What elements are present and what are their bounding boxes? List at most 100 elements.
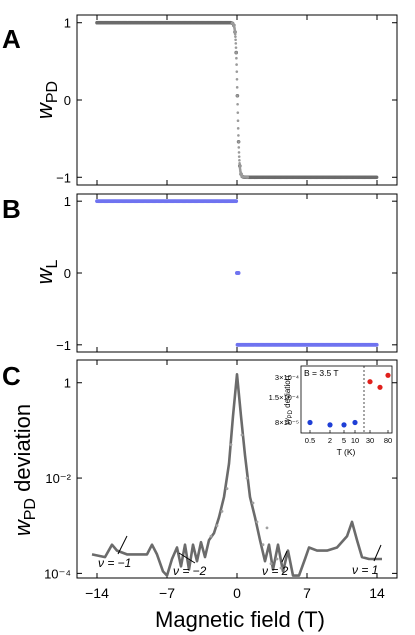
panel-c-point (215, 524, 219, 528)
x-tick-label-2: 0 (233, 585, 241, 601)
panel-c-series-line (91, 373, 382, 577)
panel-a-frame (76, 14, 398, 186)
inset: B = 3.5 T T (K) wPD deviation 3×10⁻⁴ 1.5… (269, 365, 393, 457)
panel-c-point (265, 526, 269, 530)
panel-a-point (235, 77, 239, 81)
chart-marks: −1 0 1 −1 0 1 −14 −7 0 7 14 10⁻⁴ 10⁻² 1 (44, 15, 397, 601)
annotation-arrow-nu-2 (281, 550, 288, 563)
panel-1-ytick-label-2: 1 (64, 194, 71, 209)
panel-a-point (237, 151, 241, 154)
inset-xtick-label-5: 80 (384, 436, 392, 445)
panel-c-ylabel: wPD deviation (10, 404, 39, 536)
inset-point-red (377, 384, 383, 390)
panel-c-point (261, 543, 265, 547)
panel-a-point (236, 111, 240, 114)
inset-ytick-1: 1.5×10⁻⁴ (269, 393, 299, 402)
panel-a-point (234, 46, 238, 49)
x-tick-label-1: −7 (159, 585, 175, 601)
annotation-nu-1: ν = 1 (352, 563, 378, 577)
panel-a-point (236, 102, 239, 106)
panel-b-point (374, 342, 379, 347)
inset-point-blue (352, 419, 358, 426)
x-tick-label-3: 7 (303, 585, 311, 601)
annotations: ν = −1 ν = −2 ν = 2 ν = 1 (98, 535, 382, 578)
panel-a-point (238, 158, 241, 162)
annotation-nu-minus-1: ν = −1 (98, 556, 131, 570)
panel-1-ytick-label-0: −1 (56, 338, 71, 353)
annotation-arrow-nu-minus-2 (178, 552, 196, 564)
panel-0-ytick-label-0: −1 (56, 170, 71, 185)
panel-c-point (269, 562, 273, 566)
panel-a-point (238, 164, 242, 168)
panel-c-point (279, 566, 283, 570)
panel-c-point (220, 510, 224, 513)
panel-0-ytick-label-2: 1 (64, 16, 71, 31)
panel-2-ytick-label-0: 10⁻⁴ (44, 566, 71, 581)
panel-c-point (225, 487, 229, 490)
panel-2-ytick-label-2: 1 (64, 376, 71, 391)
x-tick-label-0: −14 (85, 585, 109, 601)
panel-a-point (374, 175, 379, 180)
panel-a-ylabel: wPD (32, 81, 61, 119)
panel-a-point (234, 51, 238, 54)
panel-0-ytick-label-1: 0 (64, 93, 71, 108)
panel-a-point (236, 127, 240, 130)
inset-xtick-label-4: 30 (366, 436, 374, 445)
panel-b-ylabel: wL (32, 260, 61, 285)
panel-a-point (233, 30, 237, 34)
panel-a-point (237, 155, 241, 158)
panel-b-point (236, 271, 241, 275)
x-axis-label: Magnetic field (T) (155, 607, 325, 632)
panel-a-point (234, 42, 238, 45)
panel-c-point (245, 476, 249, 480)
annotation-arrow-nu-1 (373, 544, 382, 562)
panel-c-point (275, 557, 279, 561)
panel-a-point (237, 146, 241, 149)
panel-a-point (236, 94, 239, 98)
panel-c-point (255, 520, 259, 524)
panel-a-point (235, 86, 239, 89)
x-tick-label-4: 14 (369, 585, 385, 601)
panel-c-point (229, 443, 233, 447)
inset-xlabel: T (K) (337, 447, 356, 457)
panel-a-point (235, 56, 238, 60)
panel-a-point (233, 32, 237, 36)
panel-c-point (209, 534, 213, 538)
panel-letter-c: C (2, 361, 21, 391)
panel-1-ytick-label-1: 0 (64, 266, 71, 281)
annotation-nu-minus-2: ν = −2 (173, 564, 207, 578)
inset-point-blue (327, 422, 333, 428)
annotation-arrow-nu-minus-1 (117, 535, 128, 555)
panel-a-point (234, 35, 237, 38)
panel-c-point (251, 501, 255, 505)
panel-b-point (234, 199, 239, 204)
panel-a-point (236, 119, 240, 123)
panel-a-point (237, 134, 240, 137)
inset-xtick-label-2: 5 (342, 436, 346, 445)
inset-point-blue (341, 422, 347, 428)
panel-a-point (237, 140, 240, 144)
panel-a-point (235, 70, 239, 73)
panel-a-point (235, 63, 238, 66)
inset-label: B = 3.5 T (304, 368, 339, 378)
inset-xtick-label-0: 0.5 (305, 436, 315, 445)
inset-xtick-label-3: 10 (351, 436, 359, 445)
panel-letter-b: B (2, 194, 21, 224)
inset-point-blue (307, 419, 313, 426)
inset-ylabel: wPD deviation (283, 376, 294, 424)
inset-frame (300, 365, 393, 434)
inset-point-red (385, 372, 391, 378)
annotation-nu-2: ν = 2 (262, 564, 289, 578)
inset-xtick-label-1: 2 (328, 436, 332, 445)
panel-2-ytick-label-1: 10⁻² (45, 471, 71, 486)
panel-a-point (234, 38, 237, 42)
inset-ytick-0: 3×10⁻⁴ (275, 373, 299, 382)
inset-point-red (367, 379, 373, 385)
inset-marks: 0.5 2 5 10 30 80 (305, 372, 392, 445)
panel-c-point (240, 433, 244, 437)
inset-ytick-2: 8×10⁻⁵ (275, 418, 299, 427)
panel-letter-a: A (2, 24, 21, 54)
panel-a-point (238, 162, 241, 165)
panel-a-point (246, 175, 250, 179)
